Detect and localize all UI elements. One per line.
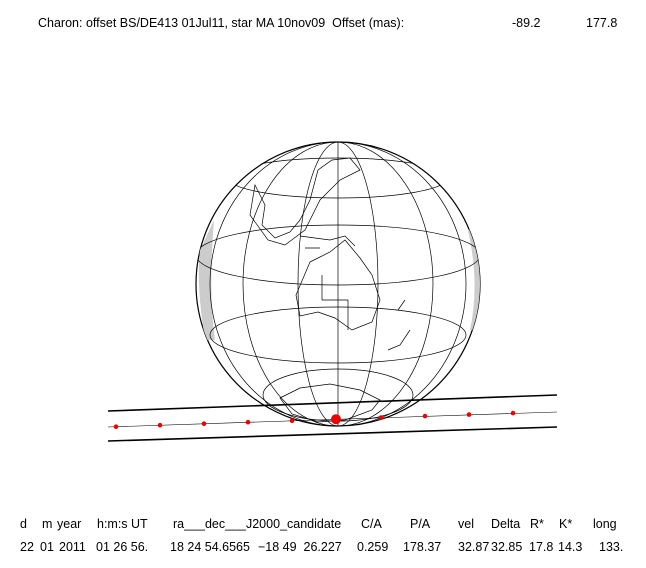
column-header: long: [593, 517, 617, 531]
globe: [195, 141, 481, 427]
column-header: K*: [559, 517, 572, 531]
table-cell: 22: [20, 540, 34, 554]
column-header: vel: [458, 517, 474, 531]
column-header: d: [20, 517, 27, 531]
data-table: d m year h:m:s UT ra___dec___J2000_candidate…: [20, 517, 623, 554]
table-cell: −18 49 26.227: [258, 540, 342, 554]
column-header: m: [42, 517, 52, 531]
column-header: year: [57, 517, 81, 531]
table-cell: 178.37: [403, 540, 441, 554]
offset-x: -89.2: [512, 16, 541, 30]
table-cell: 14.3: [558, 540, 582, 554]
table-cell: 17.8: [529, 540, 553, 554]
column-header: ra___dec___J2000_candidate: [173, 517, 341, 531]
column-header: P/A: [410, 517, 431, 531]
table-cell: 0.259: [357, 540, 388, 554]
table-cell: 32.87: [458, 540, 489, 554]
column-header: R*: [530, 517, 544, 531]
title: Charon: offset BS/DE413 01Jul11, star MA…: [38, 16, 404, 30]
table-cell: 32.85: [491, 540, 522, 554]
shadow-track: [107, 394, 558, 442]
column-header: h:m:s UT: [97, 517, 148, 531]
table-cell: 01 26 56.: [96, 540, 148, 554]
table-cell: 2011: [59, 540, 86, 554]
column-header: C/A: [361, 517, 383, 531]
table-cell: 18 24 54.6565: [170, 540, 250, 554]
table-cell: 01: [40, 540, 54, 554]
column-header: Delta: [491, 517, 520, 531]
table-cell: 133.: [599, 540, 623, 554]
offset-y: 177.8: [586, 16, 617, 30]
